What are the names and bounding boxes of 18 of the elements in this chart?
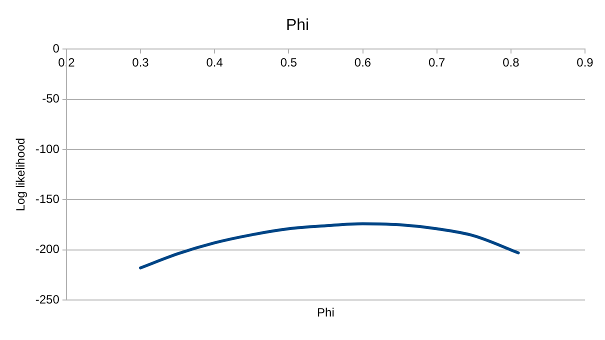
x-tick-label: 0.6 <box>354 56 372 70</box>
y-tick-label: -250 <box>35 292 60 306</box>
y-tick-label: 0 <box>52 42 60 56</box>
x-tick-label: 0.3 <box>132 56 150 70</box>
x-tick-label: 0.8 <box>502 56 520 70</box>
y-tick-label: -100 <box>35 142 60 156</box>
x-tick-label: 0.9 <box>576 56 594 70</box>
x-tick-label: 0.5 <box>280 56 298 70</box>
chart-title: Phi <box>286 17 310 34</box>
y-tick-label: -50 <box>42 92 60 106</box>
y-tick-label: -150 <box>35 192 60 206</box>
x-tick-label: 0.4 <box>206 56 224 70</box>
x-tick-label: 0.2 <box>58 56 76 70</box>
x-axis-title: Phi <box>317 305 334 320</box>
line-series <box>139 222 520 270</box>
x-tick-label: 0.7 <box>428 56 446 70</box>
y-tick-label: -200 <box>35 242 60 256</box>
y-axis-title: Log likelihood <box>14 138 28 212</box>
